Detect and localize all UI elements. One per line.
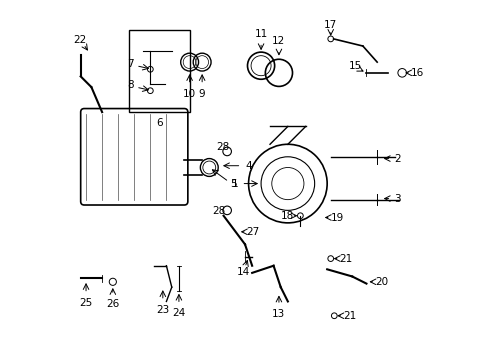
Text: 24: 24 (172, 308, 186, 318)
Bar (129, 30, 190, 112)
Text: 28: 28 (216, 142, 229, 152)
Text: 27: 27 (246, 227, 260, 237)
Text: 28: 28 (213, 206, 226, 216)
Text: 21: 21 (343, 311, 356, 321)
Text: 23: 23 (156, 305, 170, 315)
Text: 16: 16 (411, 68, 424, 78)
Text: 13: 13 (272, 309, 286, 319)
Text: 19: 19 (331, 212, 344, 222)
Text: 7: 7 (127, 59, 134, 69)
Text: 10: 10 (183, 89, 196, 99)
Text: 12: 12 (272, 36, 286, 46)
Text: 18: 18 (281, 211, 294, 221)
Text: 1: 1 (232, 179, 238, 189)
Text: 22: 22 (74, 35, 87, 45)
Text: 9: 9 (199, 89, 205, 99)
Text: 5: 5 (230, 179, 237, 189)
Text: 6: 6 (156, 118, 163, 128)
Text: 11: 11 (254, 28, 268, 39)
Text: 2: 2 (394, 154, 401, 163)
Text: 17: 17 (324, 19, 337, 30)
Text: 8: 8 (127, 80, 134, 90)
Text: 15: 15 (348, 62, 362, 71)
Text: 3: 3 (394, 194, 401, 203)
Text: 25: 25 (79, 297, 93, 307)
Text: 26: 26 (106, 299, 120, 309)
Text: 14: 14 (237, 267, 250, 277)
Text: 21: 21 (340, 253, 353, 264)
Text: 4: 4 (245, 161, 252, 171)
Text: 20: 20 (375, 277, 389, 287)
